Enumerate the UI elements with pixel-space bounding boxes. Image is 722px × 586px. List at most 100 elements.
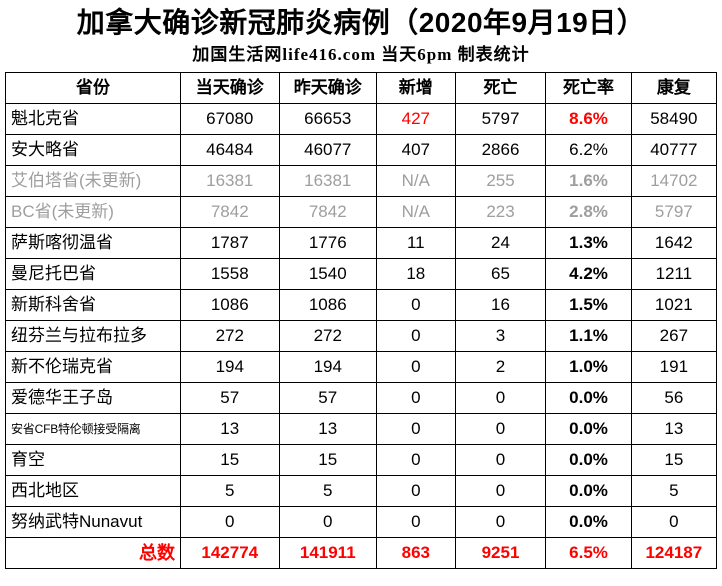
death-rate-cell: 1.6% <box>545 165 632 197</box>
column-header-5: 死亡率 <box>545 72 632 104</box>
deaths-cell: 0 <box>454 475 547 507</box>
death-rate-cell: 0.0% <box>545 475 632 507</box>
province-cell: 魁北克省 <box>5 103 181 135</box>
new-cases-cell: 0 <box>375 444 456 476</box>
province-cell: 曼尼托巴省 <box>5 258 181 290</box>
table-row: 曼尼托巴省 1558 1540 18 65 4.2% 1211 <box>5 258 718 290</box>
today-confirmed-cell: 57 <box>179 382 280 414</box>
yesterday-confirmed-cell: 141911 <box>278 537 377 569</box>
new-cases-cell: 863 <box>375 537 456 569</box>
recovered-cell: 267 <box>630 320 718 352</box>
covid-stats-table: 省份 当天确诊 昨天确诊 新增 死亡 死亡率 康复 魁北克省 67080 66653 427 579… <box>5 72 718 569</box>
today-confirmed-cell: 67080 <box>179 103 280 135</box>
column-header-1: 当天确诊 <box>179 72 280 104</box>
column-header-4: 死亡 <box>454 72 547 104</box>
table-row: 安大略省 46484 46077 407 2866 6.2% 40777 <box>5 134 718 166</box>
yesterday-confirmed-cell: 1776 <box>278 227 377 259</box>
today-confirmed-cell: 7842 <box>179 196 280 228</box>
yesterday-confirmed-cell: 1540 <box>278 258 377 290</box>
today-confirmed-cell: 46484 <box>179 134 280 166</box>
yesterday-confirmed-cell: 16381 <box>278 165 377 197</box>
yesterday-confirmed-cell: 194 <box>278 351 377 383</box>
recovered-cell: 0 <box>630 506 718 538</box>
province-cell: 新斯科舍省 <box>5 289 181 321</box>
today-confirmed-cell: 0 <box>179 506 280 538</box>
yesterday-confirmed-cell: 0 <box>278 506 377 538</box>
province-cell: 努纳武特Nunavut <box>5 506 181 538</box>
death-rate-cell: 8.6% <box>545 103 632 135</box>
page-title: 加拿大确诊新冠肺炎病例（2020年9月19日） <box>76 7 646 38</box>
column-header-0: 省份 <box>5 72 181 104</box>
province-cell: 纽芬兰与拉布拉多 <box>5 320 181 352</box>
recovered-cell: 5797 <box>630 196 718 228</box>
recovered-cell: 14702 <box>630 165 718 197</box>
today-confirmed-cell: 16381 <box>179 165 280 197</box>
new-cases-cell: 0 <box>375 289 456 321</box>
recovered-cell: 124187 <box>630 537 718 569</box>
table-row: 纽芬兰与拉布拉多 272 272 0 3 1.1% 267 <box>5 320 718 352</box>
column-header-6: 康复 <box>630 72 718 104</box>
table-row: 魁北克省 67080 66653 427 5797 8.6% 58490 <box>5 103 718 135</box>
recovered-cell: 56 <box>630 382 718 414</box>
province-cell: 总数 <box>5 537 181 569</box>
recovered-cell: 191 <box>630 351 718 383</box>
table-row: 艾伯塔省(未更新) 16381 16381 N/A 255 1.6% 14702 <box>5 165 718 197</box>
table-row: BC省(未更新) 7842 7842 N/A 223 2.8% 5797 <box>5 196 718 228</box>
yesterday-confirmed-cell: 13 <box>278 413 377 445</box>
new-cases-cell: 0 <box>375 351 456 383</box>
new-cases-cell: 0 <box>375 413 456 445</box>
deaths-cell: 2 <box>454 351 547 383</box>
table-row: 新斯科舍省 1086 1086 0 16 1.5% 1021 <box>5 289 718 321</box>
today-confirmed-cell: 1787 <box>179 227 280 259</box>
deaths-cell: 65 <box>454 258 547 290</box>
death-rate-cell: 6.2% <box>545 134 632 166</box>
deaths-cell: 16 <box>454 289 547 321</box>
yesterday-confirmed-cell: 7842 <box>278 196 377 228</box>
deaths-cell: 5797 <box>454 103 547 135</box>
today-confirmed-cell: 1558 <box>179 258 280 290</box>
recovered-cell: 58490 <box>630 103 718 135</box>
table-row: 萨斯喀彻温省 1787 1776 11 24 1.3% 1642 <box>5 227 718 259</box>
new-cases-cell: 0 <box>375 475 456 507</box>
new-cases-cell: 18 <box>375 258 456 290</box>
table-row: 育空 15 15 0 0 0.0% 15 <box>5 444 718 476</box>
table-row: 爱德华王子岛 57 57 0 0 0.0% 56 <box>5 382 718 414</box>
death-rate-cell: 0.0% <box>545 506 632 538</box>
death-rate-cell: 1.0% <box>545 351 632 383</box>
deaths-cell: 9251 <box>454 537 547 569</box>
deaths-cell: 0 <box>454 444 547 476</box>
new-cases-cell: 0 <box>375 320 456 352</box>
province-cell: 艾伯塔省(未更新) <box>5 165 181 197</box>
today-confirmed-cell: 13 <box>179 413 280 445</box>
total-row: 总数 142774 141911 863 9251 6.5% 124187 <box>5 537 718 569</box>
recovered-cell: 1021 <box>630 289 718 321</box>
today-confirmed-cell: 5 <box>179 475 280 507</box>
province-cell: 新不伦瑞克省 <box>5 351 181 383</box>
deaths-cell: 2866 <box>454 134 547 166</box>
yesterday-confirmed-cell: 1086 <box>278 289 377 321</box>
today-confirmed-cell: 194 <box>179 351 280 383</box>
new-cases-cell: 0 <box>375 506 456 538</box>
yesterday-confirmed-cell: 5 <box>278 475 377 507</box>
table-row: 努纳武特Nunavut 0 0 0 0 0.0% 0 <box>5 506 718 538</box>
province-cell: 爱德华王子岛 <box>5 382 181 414</box>
death-rate-cell: 1.5% <box>545 289 632 321</box>
today-confirmed-cell: 1086 <box>179 289 280 321</box>
recovered-cell: 13 <box>630 413 718 445</box>
today-confirmed-cell: 142774 <box>179 537 280 569</box>
death-rate-cell: 1.1% <box>545 320 632 352</box>
table-row: 西北地区 5 5 0 0 0.0% 5 <box>5 475 718 507</box>
table-body: 魁北克省 67080 66653 427 5797 8.6% 58490 安大略省 46484 4… <box>5 103 718 569</box>
new-cases-cell: N/A <box>375 165 456 197</box>
recovered-cell: 1642 <box>630 227 718 259</box>
new-cases-cell: 427 <box>375 103 456 135</box>
header-row: 省份 当天确诊 昨天确诊 新增 死亡 死亡率 康复 <box>5 72 718 104</box>
today-confirmed-cell: 272 <box>179 320 280 352</box>
new-cases-cell: 407 <box>375 134 456 166</box>
death-rate-cell: 2.8% <box>545 196 632 228</box>
yesterday-confirmed-cell: 57 <box>278 382 377 414</box>
today-confirmed-cell: 15 <box>179 444 280 476</box>
deaths-cell: 24 <box>454 227 547 259</box>
yesterday-confirmed-cell: 272 <box>278 320 377 352</box>
